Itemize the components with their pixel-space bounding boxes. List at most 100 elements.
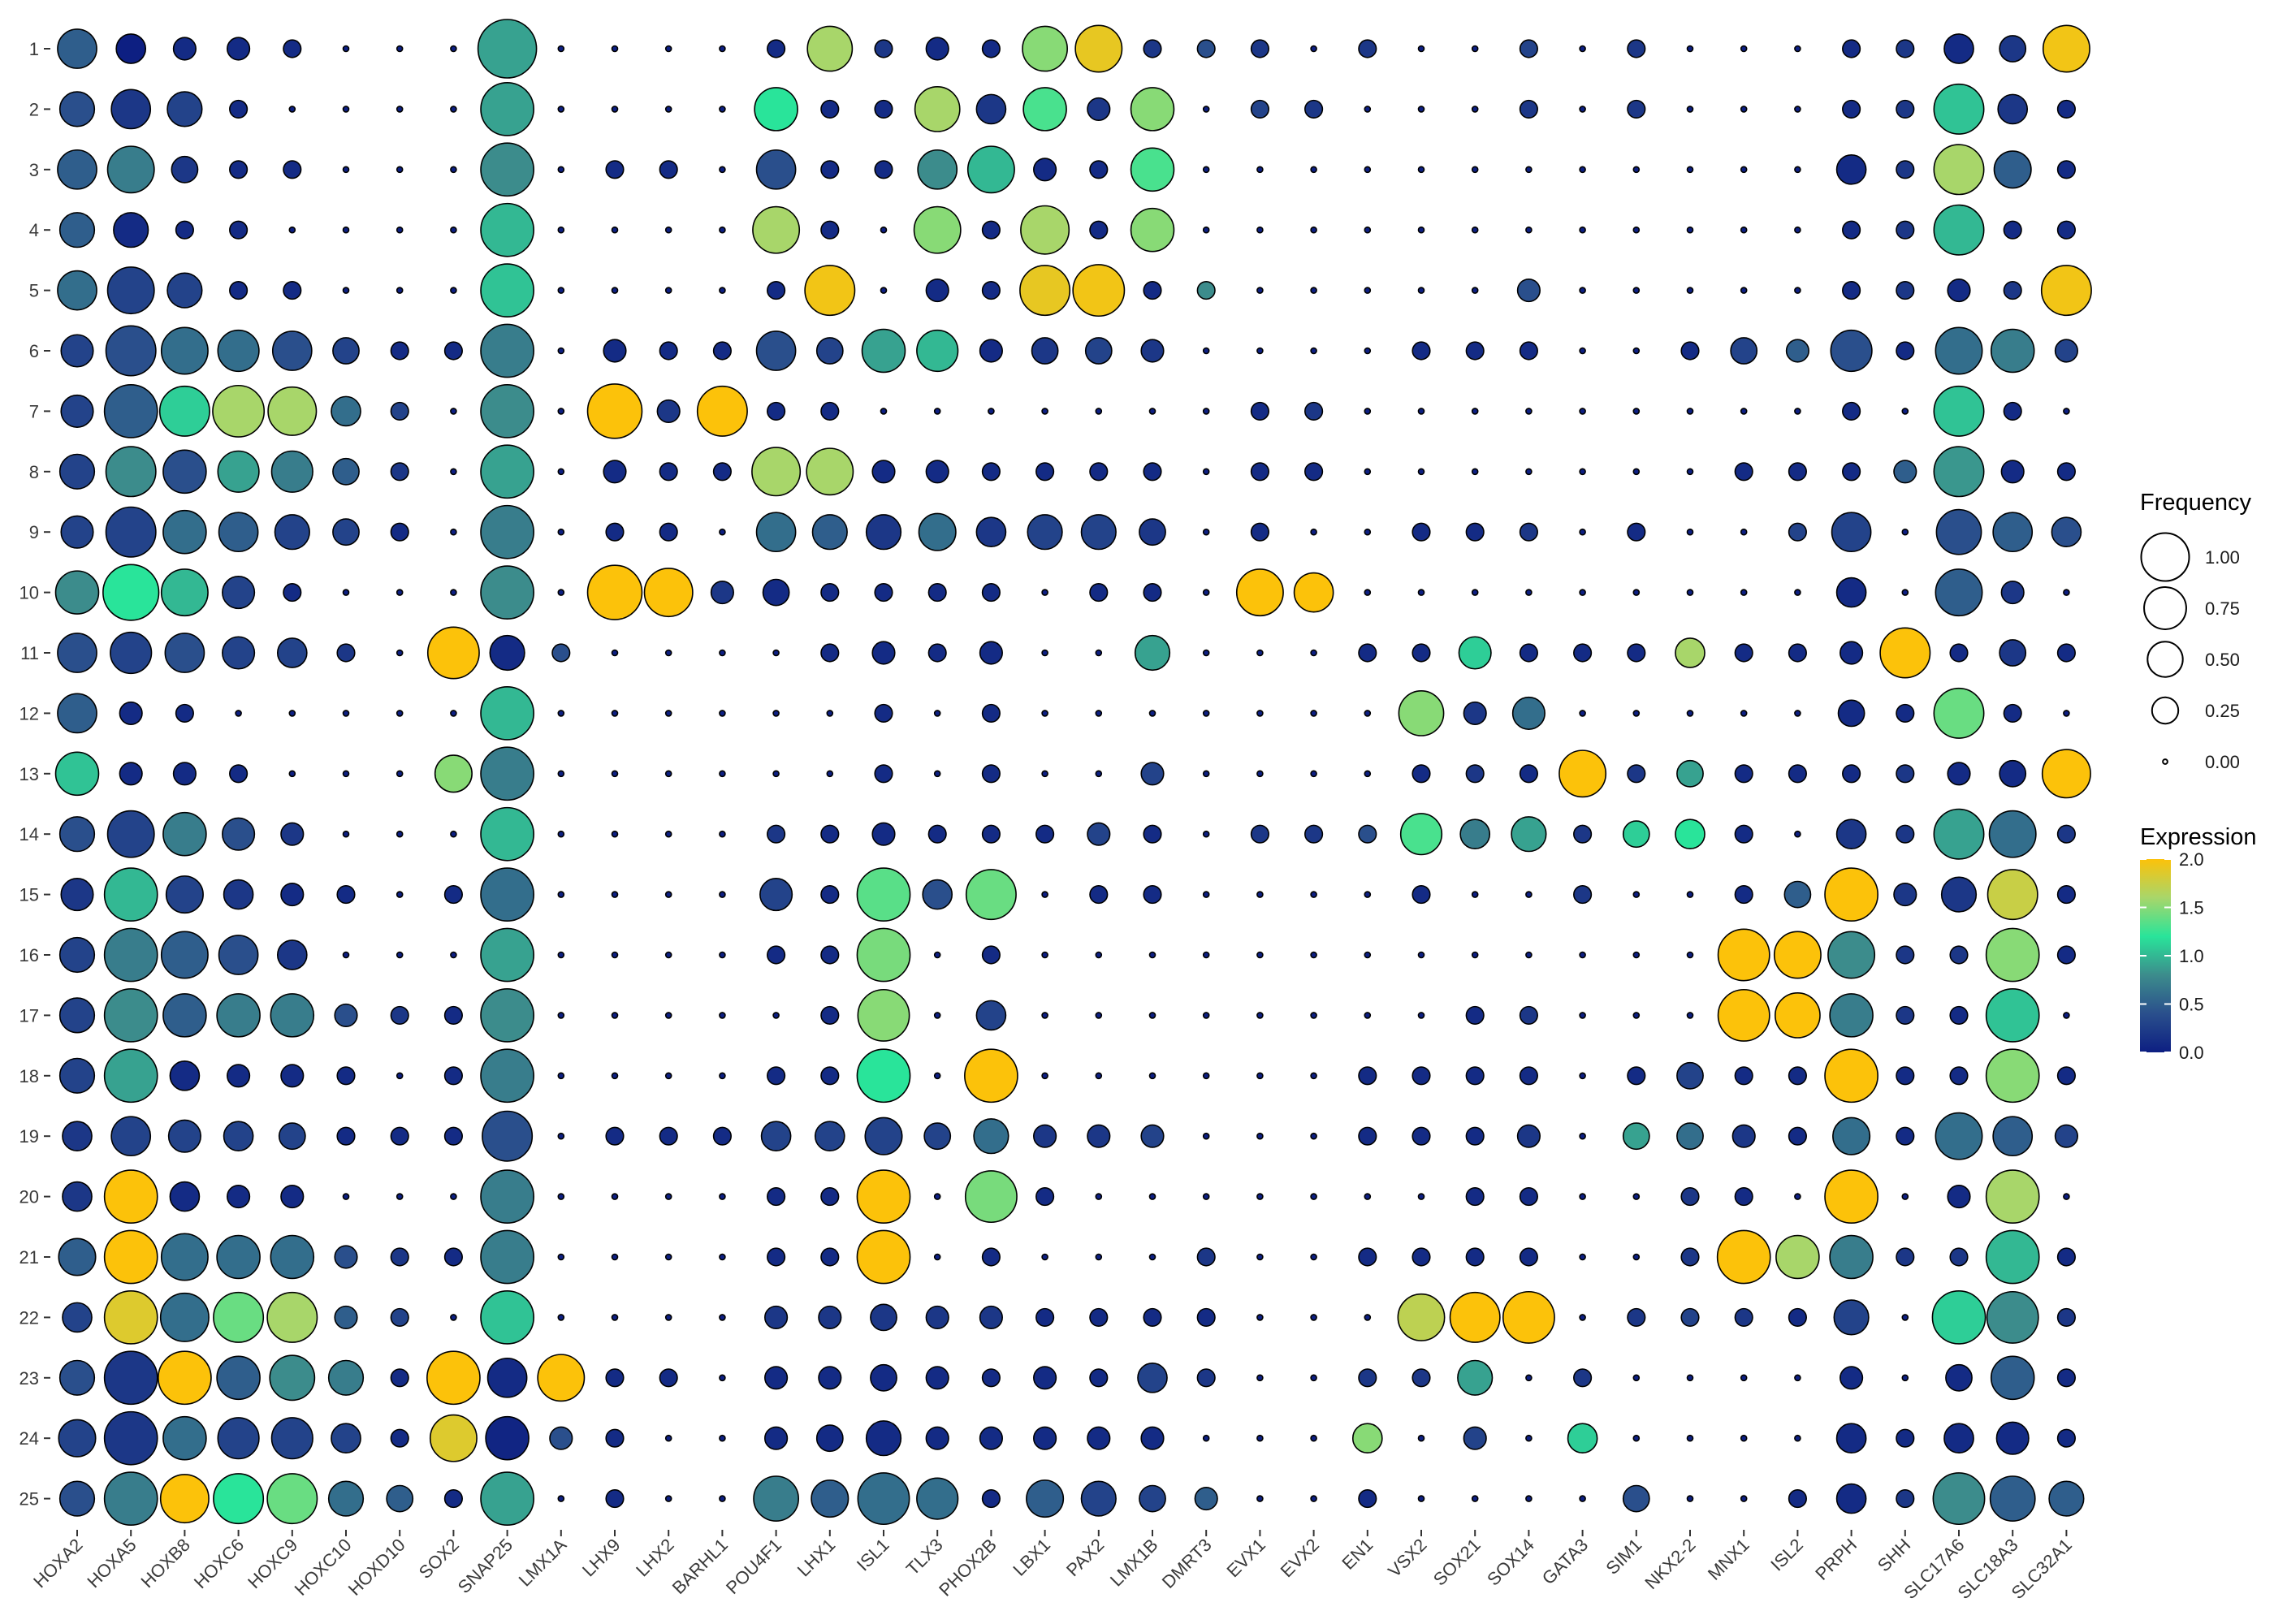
dot xyxy=(611,710,619,717)
dot xyxy=(1256,287,1264,294)
dot xyxy=(856,1169,911,1224)
dot xyxy=(1579,347,1586,355)
dot xyxy=(880,287,888,294)
dot xyxy=(1310,166,1317,174)
dot xyxy=(874,583,893,603)
dot xyxy=(1999,759,2027,788)
dot xyxy=(1033,158,1057,182)
dot xyxy=(58,997,96,1034)
dot xyxy=(712,1126,732,1146)
dot xyxy=(664,1253,672,1261)
dot xyxy=(1788,764,1807,784)
dot xyxy=(480,867,534,922)
dot xyxy=(390,1126,409,1146)
dot xyxy=(1734,462,1753,482)
dot xyxy=(1734,885,1753,905)
dot xyxy=(1148,1193,1156,1200)
dot xyxy=(1511,816,1547,853)
dot xyxy=(557,1132,565,1140)
dot xyxy=(1525,589,1533,596)
dot xyxy=(767,945,786,965)
dot xyxy=(1680,341,1700,361)
dot xyxy=(1932,1472,1986,1526)
dot xyxy=(764,1305,789,1329)
dot xyxy=(2056,824,2076,844)
dot xyxy=(1041,1072,1048,1080)
dot xyxy=(1364,226,1372,234)
dot xyxy=(1471,408,1479,415)
dot xyxy=(1901,589,1909,596)
dot xyxy=(450,710,457,717)
dot xyxy=(1027,514,1063,551)
dot xyxy=(60,394,94,428)
dot xyxy=(1579,1253,1586,1261)
dot xyxy=(169,1060,201,1091)
dot xyxy=(1788,522,1807,542)
dot xyxy=(331,395,361,427)
dot xyxy=(1896,1428,1915,1448)
frequency-legend-label: 0.25 xyxy=(2205,701,2240,721)
dot xyxy=(167,1119,201,1153)
dot xyxy=(229,99,249,119)
dot xyxy=(342,951,350,959)
dot xyxy=(1525,891,1533,898)
dot xyxy=(2056,1428,2076,1448)
dot xyxy=(1310,45,1317,53)
dot xyxy=(60,515,94,549)
dot xyxy=(270,450,313,493)
dot xyxy=(557,891,565,898)
dot xyxy=(804,265,856,317)
dot xyxy=(1465,1126,1485,1146)
dot xyxy=(1788,1066,1807,1086)
dot xyxy=(815,1424,844,1453)
dot xyxy=(2056,1307,2076,1327)
dot xyxy=(1896,945,1915,965)
dot xyxy=(62,1121,93,1152)
dot xyxy=(1896,99,1915,119)
frequency-legend-label: 1.00 xyxy=(2205,547,2240,568)
dot xyxy=(1256,649,1264,657)
dot xyxy=(1080,514,1117,551)
dot xyxy=(1310,1193,1317,1200)
dot xyxy=(1896,39,1915,58)
dot xyxy=(1740,589,1748,596)
dot xyxy=(1417,1495,1425,1502)
dot xyxy=(557,45,565,53)
dot xyxy=(719,951,726,959)
dot xyxy=(719,1495,726,1502)
dot xyxy=(1095,649,1103,657)
dot xyxy=(1985,988,2040,1043)
dot xyxy=(871,641,896,665)
dot xyxy=(270,1234,315,1280)
dot xyxy=(1842,99,1861,119)
dot xyxy=(767,824,786,844)
dot xyxy=(1035,824,1055,844)
dot xyxy=(480,323,534,378)
dot xyxy=(1686,106,1694,113)
dot xyxy=(664,1314,672,1321)
dot xyxy=(1511,696,1546,730)
dot xyxy=(1137,1362,1168,1393)
dot xyxy=(1731,1124,1756,1148)
dot xyxy=(772,770,780,778)
dot xyxy=(1896,1005,1915,1025)
dot xyxy=(1019,265,1071,317)
dot xyxy=(1579,528,1586,536)
y-tick-label: 22 xyxy=(19,1307,39,1328)
dot xyxy=(119,762,143,786)
y-tick-label: 23 xyxy=(19,1368,39,1389)
dot xyxy=(1933,446,1985,498)
y-tick-label: 1 xyxy=(29,39,39,59)
dot xyxy=(1465,1247,1485,1267)
dot xyxy=(2056,885,2076,905)
dot xyxy=(764,1366,789,1390)
dot xyxy=(396,589,404,596)
dot xyxy=(166,91,203,127)
dot xyxy=(1457,1359,1494,1396)
dot xyxy=(1026,1479,1065,1518)
dot xyxy=(103,1048,158,1104)
dot xyxy=(981,764,1001,784)
dot xyxy=(106,266,155,315)
dot xyxy=(103,988,158,1043)
dot xyxy=(917,149,958,190)
